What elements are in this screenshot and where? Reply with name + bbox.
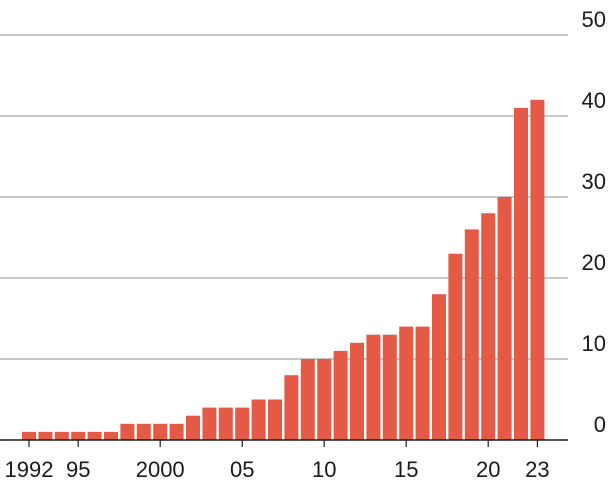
bar-1995 — [71, 431, 86, 440]
bar-2019 — [464, 229, 479, 440]
bar-2018 — [448, 253, 463, 440]
bar-2001 — [169, 423, 184, 440]
bar-2012 — [350, 342, 364, 440]
bar-1998 — [120, 423, 135, 440]
bar-1997 — [104, 431, 118, 440]
x-tick-label: 1992 — [5, 457, 54, 482]
bar-2023 — [530, 99, 545, 441]
x-axis-labels: 1992 95 2000 05 10 15 20 23 — [5, 457, 550, 482]
x-tick-label: 20 — [476, 457, 500, 482]
bar-2020 — [481, 213, 496, 440]
x-tick-label: 2000 — [136, 457, 185, 482]
bar-2009 — [300, 359, 315, 440]
bar-2016 — [415, 326, 430, 440]
x-tick-label: 10 — [312, 457, 336, 482]
bar-1996 — [87, 431, 102, 440]
bar-2003 — [202, 407, 217, 440]
bar-2014 — [382, 334, 397, 440]
y-axis-labels: 0 10 20 30 40 50 — [582, 7, 606, 437]
x-tick-label: 15 — [394, 457, 418, 482]
bar-1992 — [22, 431, 36, 440]
y-tick-label: 30 — [582, 169, 606, 194]
bar-2013 — [366, 334, 381, 440]
y-tick-label: 0 — [594, 412, 606, 437]
bar-2002 — [186, 415, 200, 440]
bar-2017 — [432, 294, 446, 440]
y-tick-label: 50 — [582, 7, 606, 32]
bar-1999 — [136, 423, 151, 440]
x-tick-label: 23 — [525, 457, 549, 482]
bar-2000 — [153, 423, 168, 440]
bar-2022 — [514, 107, 528, 441]
bar-2005 — [235, 407, 250, 440]
bar-2011 — [333, 350, 348, 440]
bar-2008 — [284, 375, 299, 440]
bar-2004 — [218, 407, 233, 440]
y-tick-label: 10 — [582, 331, 606, 356]
bar-2010 — [317, 359, 332, 440]
bar-1993 — [38, 431, 53, 440]
bar-2021 — [497, 197, 512, 440]
bar-2015 — [399, 326, 414, 440]
bar-2007 — [268, 399, 282, 440]
y-tick-label: 40 — [582, 88, 606, 113]
y-tick-label: 20 — [582, 250, 606, 275]
bars — [22, 99, 545, 441]
bar-2006 — [251, 399, 266, 440]
bar-1994 — [54, 431, 69, 440]
x-tick-label: 05 — [230, 457, 254, 482]
x-axis — [0, 439, 568, 447]
x-tick-label: 95 — [66, 457, 90, 482]
